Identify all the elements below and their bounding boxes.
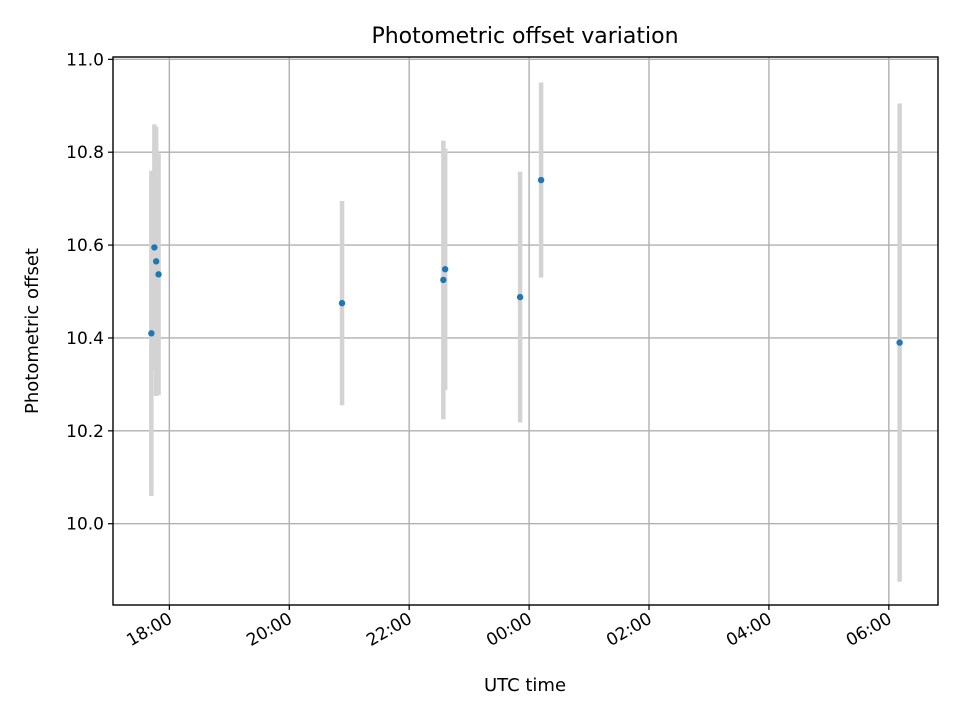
data-point bbox=[516, 293, 524, 301]
y-tick-label: 10.2 bbox=[66, 422, 104, 442]
data-point bbox=[338, 299, 346, 307]
data-point bbox=[152, 258, 160, 265]
y-tick-label: 10.8 bbox=[66, 143, 104, 163]
y-tick-label: 10.6 bbox=[66, 236, 104, 256]
data-point bbox=[441, 266, 449, 273]
plot-frame bbox=[112, 56, 939, 606]
chart-title: Photometric offset variation bbox=[371, 24, 678, 49]
grid-lines bbox=[113, 57, 938, 605]
y-tick-label: 10.0 bbox=[66, 515, 104, 535]
data-point bbox=[440, 276, 447, 284]
data-point bbox=[155, 271, 162, 278]
y-tick-label: 10.4 bbox=[66, 329, 104, 349]
data-point bbox=[537, 176, 545, 184]
data-point bbox=[148, 330, 155, 337]
y-axis-label: Photometric offset bbox=[22, 248, 43, 414]
data-point bbox=[151, 244, 158, 251]
x-axis-label: UTC time bbox=[484, 675, 566, 696]
y-tick-label: 11.0 bbox=[66, 50, 104, 70]
data-point bbox=[896, 339, 903, 346]
data-points bbox=[148, 176, 903, 346]
